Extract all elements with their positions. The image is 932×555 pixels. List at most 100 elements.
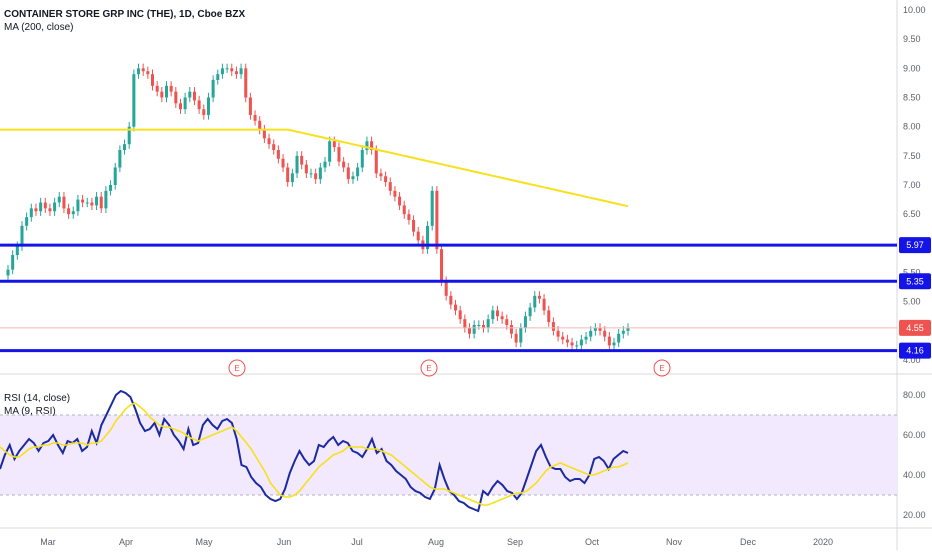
candle-body <box>598 327 602 331</box>
candle-body <box>132 74 136 127</box>
candle-body <box>267 138 271 145</box>
candle-body <box>258 120 262 130</box>
candle-body <box>505 319 509 325</box>
candle-body <box>109 185 113 191</box>
candle-body <box>370 141 374 150</box>
candle-body <box>500 316 504 320</box>
candle-body <box>542 298 546 311</box>
candle-body <box>537 295 541 299</box>
candle-body <box>426 225 430 250</box>
candle-body <box>393 190 397 197</box>
price-axis-badge <box>899 319 931 336</box>
candle-body <box>351 176 355 180</box>
candle-body <box>561 336 565 340</box>
candle-body <box>617 333 621 343</box>
candle-body <box>435 190 439 250</box>
candle-body <box>356 167 360 177</box>
x-tick-label: Aug <box>428 537 444 547</box>
candle-body <box>593 327 597 331</box>
earnings-marker <box>420 359 438 377</box>
candle-body <box>407 214 411 220</box>
candle-body <box>533 295 537 308</box>
candle-body <box>295 155 299 174</box>
candle-body <box>188 91 192 98</box>
candle-body <box>29 208 33 218</box>
candle-body <box>6 269 10 276</box>
price-tick-label: 10.00 <box>903 5 926 15</box>
candle-body <box>570 342 574 346</box>
candle-body <box>225 68 229 70</box>
price-tick-label: 5.50 <box>903 268 921 278</box>
candle-body <box>575 345 579 347</box>
x-tick-label: Mar <box>40 537 56 547</box>
candle-body <box>514 333 518 343</box>
candle-body <box>113 167 117 185</box>
candle-body <box>365 141 369 150</box>
candle-body <box>53 202 57 212</box>
candle-body <box>192 91 196 101</box>
candle-body <box>402 205 406 215</box>
candle-body <box>379 173 383 177</box>
candle-body <box>137 68 141 75</box>
price-axis-badge-label: 5.97 <box>906 240 924 250</box>
candle-body <box>430 190 434 226</box>
candle-body <box>579 339 583 346</box>
rsi-ma-line <box>0 402 629 506</box>
candle-body <box>612 342 616 346</box>
candle-body <box>57 196 61 203</box>
price-axis-badge <box>899 273 931 290</box>
candle-body <box>491 310 495 320</box>
candle-body <box>444 281 448 296</box>
candle-body <box>71 211 75 215</box>
price-tick-label: 7.00 <box>903 180 921 190</box>
chart-title: CONTAINER STORE GRP INC (THE), 1D, Cboe … <box>4 9 246 20</box>
candle-body <box>150 74 155 86</box>
candle-body <box>328 141 332 162</box>
candle-body <box>76 199 80 212</box>
candle-body <box>300 155 304 165</box>
rsi-tick-label: 60.00 <box>903 430 926 440</box>
candle-body <box>323 161 327 168</box>
candle-body <box>206 97 210 115</box>
candle-body <box>276 150 280 159</box>
candle-body <box>183 97 187 110</box>
earnings-marker-label: E <box>426 364 431 373</box>
price-axis-badge-label: 5.35 <box>906 276 924 286</box>
candle-body <box>160 91 164 98</box>
rsi-line <box>0 389 629 513</box>
candle-body <box>230 68 234 72</box>
candle-body <box>99 196 103 209</box>
candle-body <box>440 249 444 282</box>
price-tick-label: 7.50 <box>903 151 921 161</box>
candle-body <box>127 126 131 145</box>
candle-body <box>11 255 15 270</box>
candle-body <box>607 336 611 346</box>
candle-body <box>481 325 486 328</box>
candle-body <box>528 307 532 317</box>
candle-body <box>15 246 19 255</box>
candle-body <box>454 304 458 311</box>
candle-body <box>458 310 462 320</box>
candle-body <box>477 325 481 326</box>
price-tick-label: 5.00 <box>903 297 921 307</box>
candle-body <box>141 68 145 72</box>
candle-body <box>262 129 266 139</box>
candle-body <box>90 202 94 206</box>
candle-body <box>346 167 350 180</box>
candle-body <box>216 74 220 80</box>
candle-body <box>472 325 476 334</box>
candle-body <box>519 327 523 343</box>
ma-line <box>0 128 629 208</box>
price-axis-badge <box>899 237 931 254</box>
price-tick-label: 4.00 <box>903 355 921 365</box>
x-tick-label: Nov <box>666 537 683 547</box>
candle-body <box>25 217 29 226</box>
price-tick-label: 8.50 <box>903 93 921 103</box>
candle-body <box>20 225 24 247</box>
price-tick-label: 8.00 <box>903 122 921 132</box>
candle-body <box>551 322 555 331</box>
candle-body <box>318 167 322 180</box>
candle-body <box>286 167 290 183</box>
